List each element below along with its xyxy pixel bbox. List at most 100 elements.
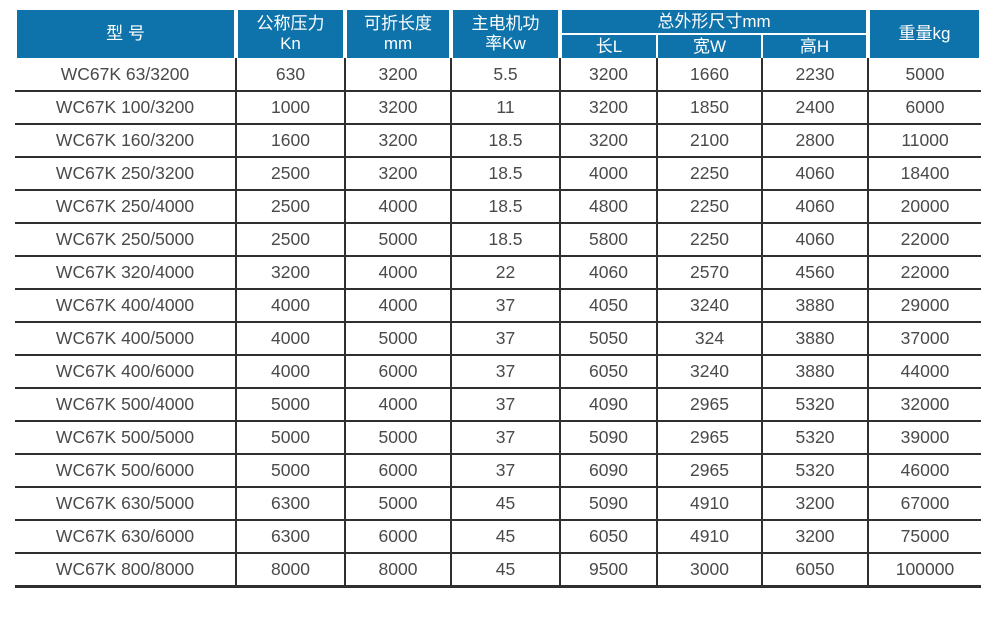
cell-pressure: 2500 [236, 190, 346, 224]
cell-model: WC67K 250/5000 [15, 223, 237, 257]
table-row: WC67K 500/5000 5000 5000 37 5090 2965 5320 3900… [15, 421, 981, 455]
cell-dim-width: 2570 [657, 256, 763, 290]
cell-motor-power: 18.5 [451, 223, 561, 257]
cell-pressure: 3200 [236, 256, 346, 290]
cell-weight: 46000 [868, 454, 981, 488]
cell-dim-length: 4090 [560, 388, 658, 422]
cell-dim-height: 3880 [762, 355, 869, 389]
cell-dim-width: 2965 [657, 421, 763, 455]
cell-dim-height: 3200 [762, 487, 869, 521]
cell-pressure: 5000 [236, 454, 346, 488]
cell-dim-length: 3200 [560, 58, 658, 92]
cell-pressure: 4000 [236, 322, 346, 356]
header-motor-power: 主电机功 率Kw [449, 10, 562, 58]
cell-pressure: 1000 [236, 91, 346, 125]
header-dim-height: 高H [761, 34, 869, 58]
cell-motor-power: 18.5 [451, 190, 561, 224]
cell-dim-height: 2230 [762, 58, 869, 92]
cell-weight: 6000 [868, 91, 981, 125]
cell-motor-power: 18.5 [451, 157, 561, 191]
cell-dim-length: 4800 [560, 190, 658, 224]
cell-motor-power: 18.5 [451, 124, 561, 158]
cell-dim-width: 2965 [657, 454, 763, 488]
cell-fold-length: 3200 [345, 91, 452, 125]
cell-dim-height: 4560 [762, 256, 869, 290]
cell-dim-height: 2400 [762, 91, 869, 125]
cell-pressure: 4000 [236, 289, 346, 323]
cell-weight: 20000 [868, 190, 981, 224]
cell-dim-width: 2965 [657, 388, 763, 422]
cell-dim-length: 5090 [560, 421, 658, 455]
header-pressure-line2: Kn [280, 34, 301, 53]
header-fold-length-line2: mm [383, 34, 413, 53]
table-row: WC67K 400/6000 4000 6000 37 6050 3240 3880 4400… [15, 355, 981, 389]
cell-dim-height: 2800 [762, 124, 869, 158]
cell-dim-width: 2250 [657, 223, 763, 257]
cell-weight: 22000 [868, 256, 981, 290]
table-row: WC67K 800/8000 8000 8000 45 9500 3000 6050 1000… [15, 553, 981, 588]
cell-weight: 22000 [868, 223, 981, 257]
cell-dim-height: 4060 [762, 223, 869, 257]
cell-pressure: 8000 [236, 553, 346, 588]
header-dim-width-label: 宽W [692, 36, 727, 56]
cell-dim-width: 324 [657, 322, 763, 356]
cell-pressure: 2500 [236, 223, 346, 257]
cell-dim-width: 2250 [657, 190, 763, 224]
cell-dim-width: 1850 [657, 91, 763, 125]
header-weight: 重量kg [866, 10, 983, 58]
cell-dim-width: 4910 [657, 487, 763, 521]
cell-dim-length: 5090 [560, 487, 658, 521]
cell-fold-length: 3200 [345, 58, 452, 92]
cell-weight: 11000 [868, 124, 981, 158]
cell-model: WC67K 400/5000 [15, 322, 237, 356]
cell-motor-power: 5.5 [451, 58, 561, 92]
cell-dim-length: 3200 [560, 91, 658, 125]
header-row-sub: 长L 宽W 高H [15, 34, 981, 58]
table-row: WC67K 250/5000 2500 5000 18.5 5800 2250 4060 22… [15, 223, 981, 257]
cell-motor-power: 37 [451, 454, 561, 488]
cell-dim-width: 3000 [657, 553, 763, 588]
cell-model: WC67K 400/4000 [15, 289, 237, 323]
cell-dim-length: 5050 [560, 322, 658, 356]
cell-dim-length: 4060 [560, 256, 658, 290]
cell-dim-width: 4910 [657, 520, 763, 554]
cell-pressure: 5000 [236, 421, 346, 455]
table-row: WC67K 100/3200 1000 3200 11 3200 1850 2400 6000 [15, 91, 981, 125]
header-dim-length: 长L [559, 34, 658, 58]
header-fold-length: 可折长度 mm [343, 10, 453, 58]
cell-dim-height: 5320 [762, 421, 869, 455]
cell-fold-length: 4000 [345, 190, 452, 224]
cell-model: WC67K 630/6000 [15, 520, 237, 554]
cell-dim-width: 3240 [657, 355, 763, 389]
cell-fold-length: 6000 [345, 454, 452, 488]
table-row: WC67K 250/4000 2500 4000 18.5 4800 2250 4060 20… [15, 190, 981, 224]
header-pressure-line1: 公称压力 [256, 14, 325, 33]
cell-dim-length: 6050 [560, 355, 658, 389]
cell-model: WC67K 160/3200 [15, 124, 237, 158]
table-row: WC67K 500/4000 5000 4000 37 4090 2965 5320 3200… [15, 388, 981, 422]
cell-model: WC67K 500/4000 [15, 388, 237, 422]
cell-weight: 37000 [868, 322, 981, 356]
cell-fold-length: 4000 [345, 256, 452, 290]
cell-model: WC67K 800/8000 [15, 553, 237, 588]
cell-dim-width: 2100 [657, 124, 763, 158]
cell-fold-length: 4000 [345, 289, 452, 323]
cell-model: WC67K 500/5000 [15, 421, 237, 455]
header-pressure: 公称压力 Kn [234, 10, 347, 58]
cell-pressure: 1600 [236, 124, 346, 158]
cell-dim-height: 3200 [762, 520, 869, 554]
cell-pressure: 6300 [236, 520, 346, 554]
cell-dim-length: 9500 [560, 553, 658, 588]
header-fold-length-line1: 可折长度 [364, 14, 432, 33]
header-weight-label: 重量kg [898, 24, 951, 43]
table-row: WC67K 250/3200 2500 3200 18.5 4000 2250 4060 18… [15, 157, 981, 191]
header-motor-power-line1: 主电机功 [471, 14, 540, 33]
cell-fold-length: 3200 [345, 124, 452, 158]
cell-weight: 18400 [868, 157, 981, 191]
header-model-label: 型 号 [106, 24, 145, 43]
cell-dim-length: 5800 [560, 223, 658, 257]
cell-pressure: 630 [236, 58, 346, 92]
cell-weight: 75000 [868, 520, 981, 554]
cell-fold-length: 4000 [345, 388, 452, 422]
